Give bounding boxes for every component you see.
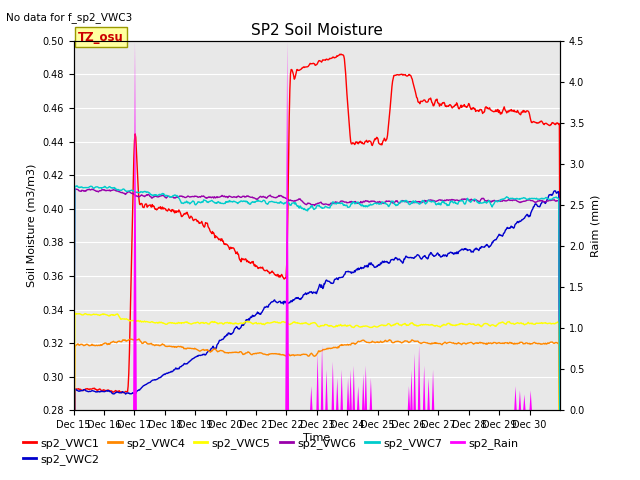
- Y-axis label: Soil Moisture (m3/m3): Soil Moisture (m3/m3): [27, 164, 37, 288]
- Y-axis label: Raim (mm): Raim (mm): [590, 194, 600, 257]
- Text: No data for f_sp2_VWC3: No data for f_sp2_VWC3: [6, 12, 132, 23]
- X-axis label: Time: Time: [303, 433, 330, 443]
- Legend: sp2_VWC1, sp2_VWC2, sp2_VWC4, sp2_VWC5, sp2_VWC6, sp2_VWC7, sp2_Rain: sp2_VWC1, sp2_VWC2, sp2_VWC4, sp2_VWC5, …: [19, 433, 524, 469]
- Title: SP2 Soil Moisture: SP2 Soil Moisture: [251, 23, 383, 38]
- Text: TZ_osu: TZ_osu: [78, 31, 124, 44]
